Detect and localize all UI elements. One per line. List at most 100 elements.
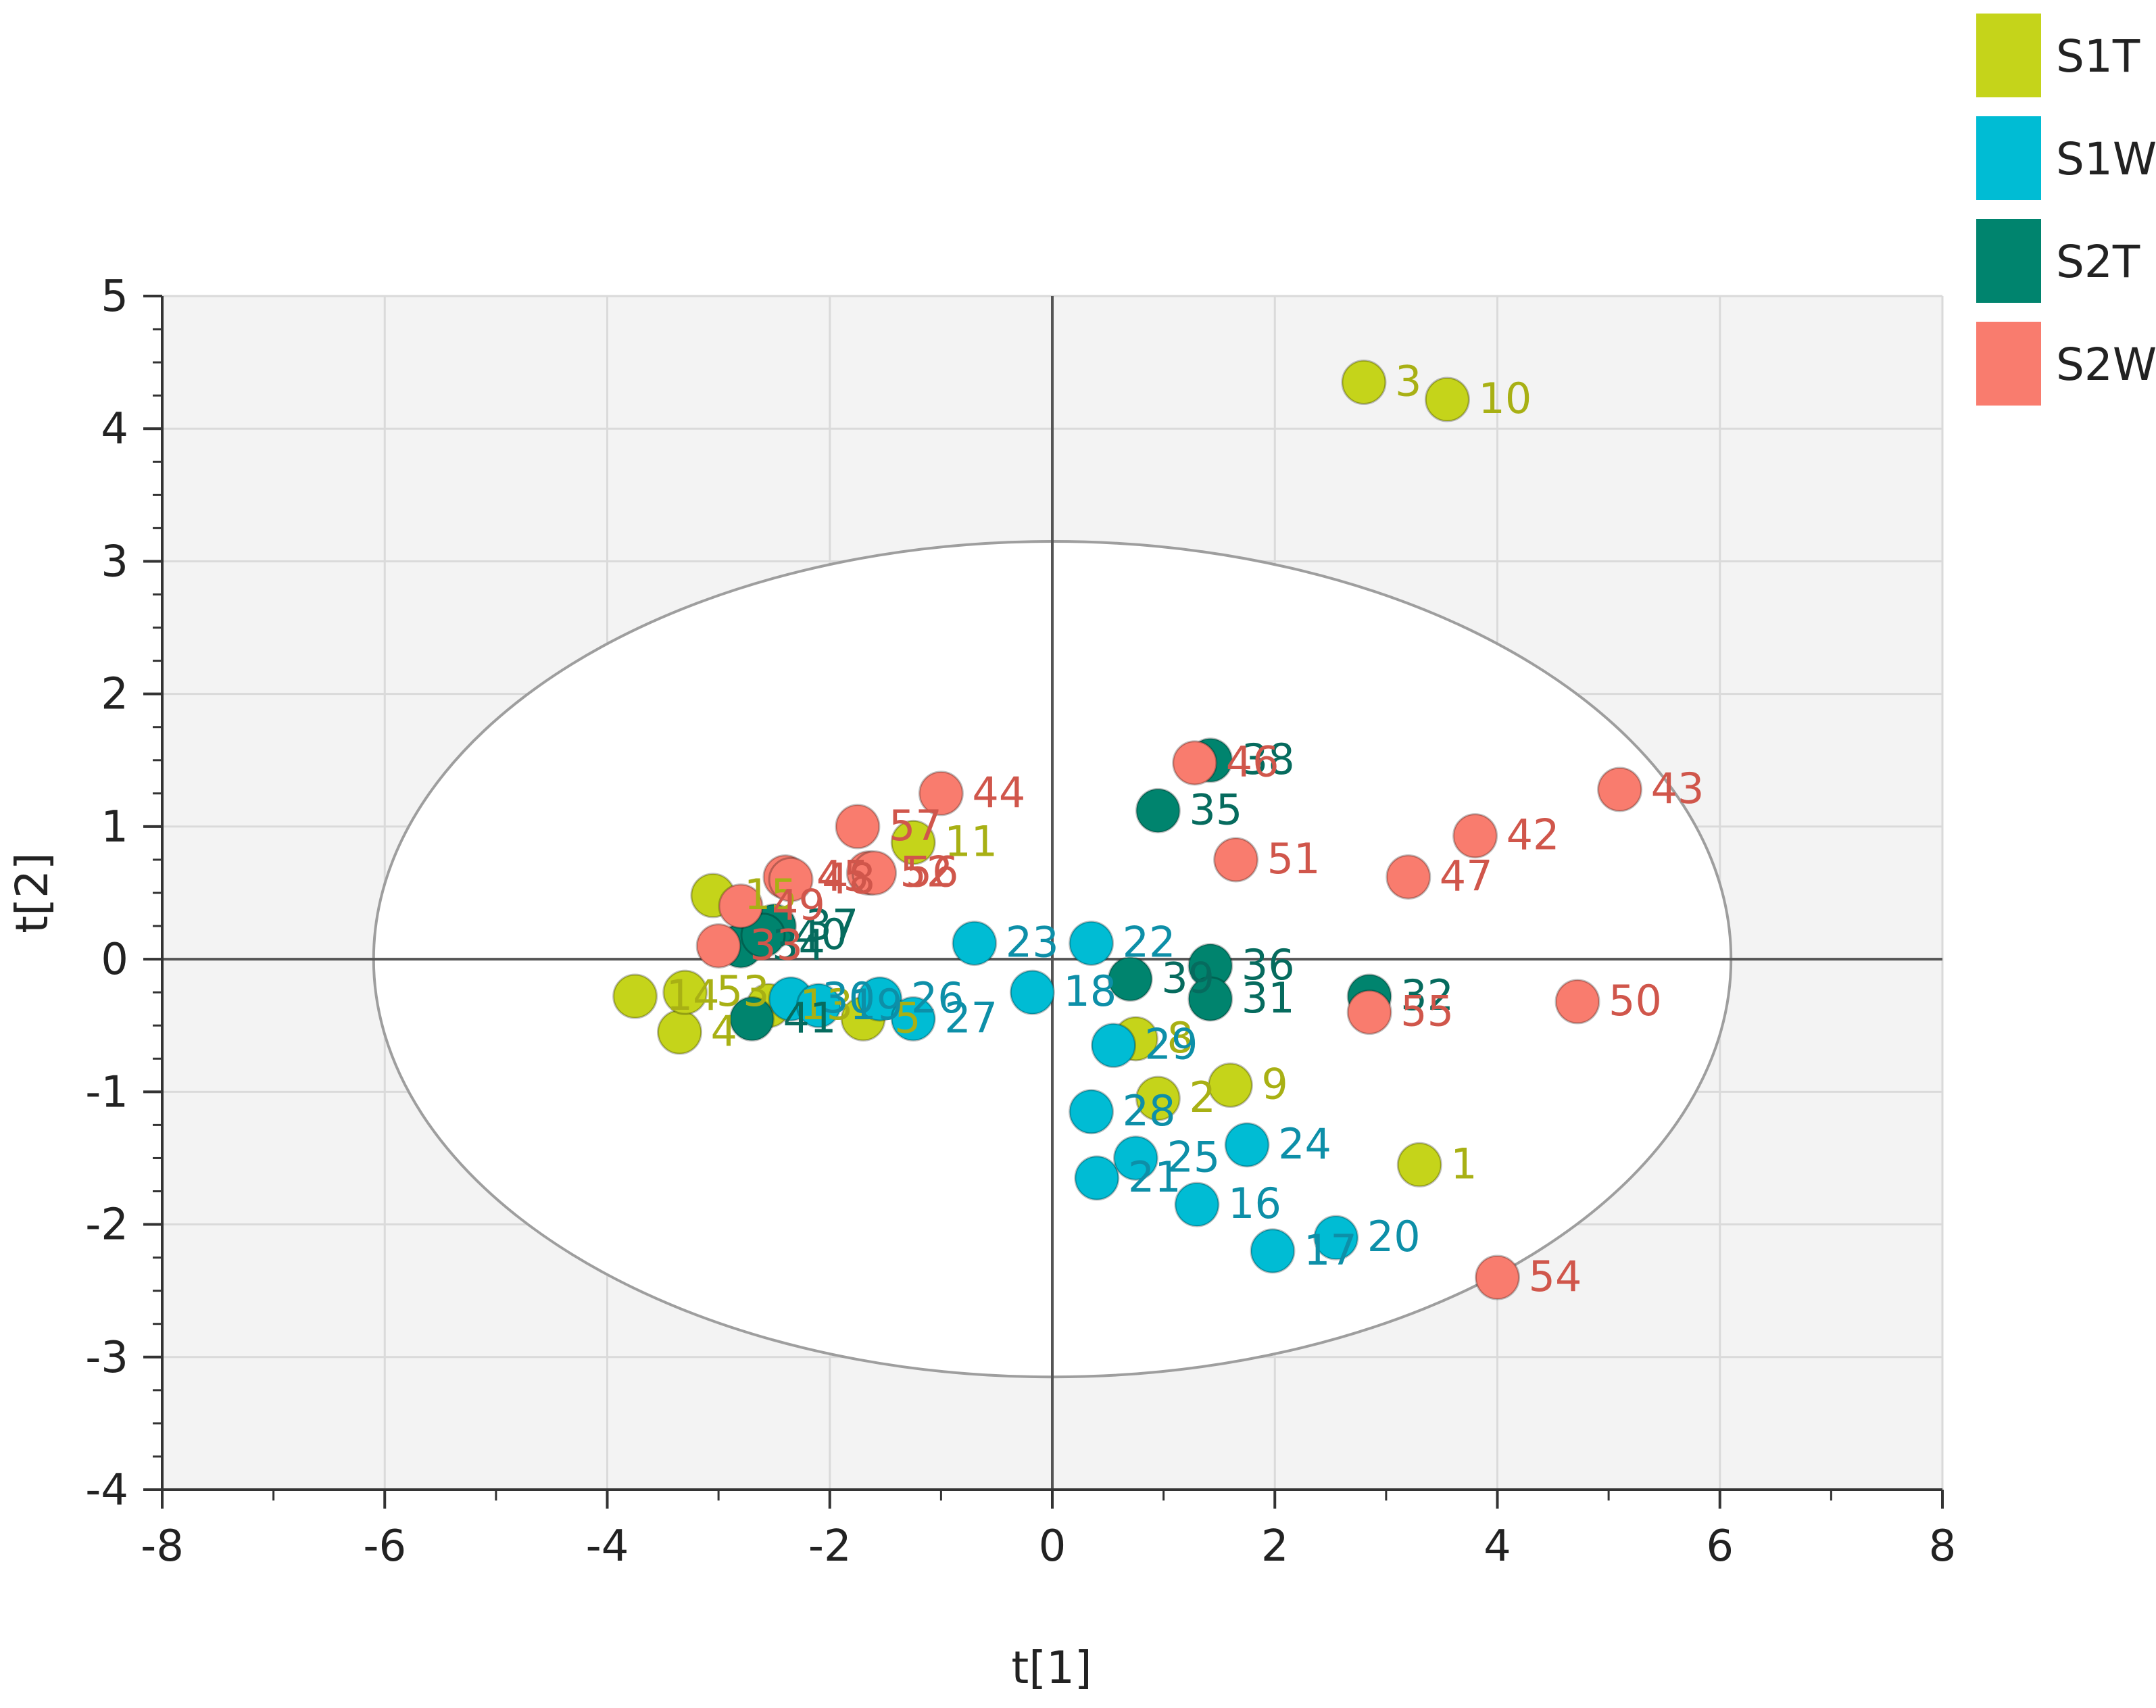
point-label: 23 bbox=[1006, 918, 1059, 967]
point-label: 43 bbox=[1651, 764, 1705, 813]
point-label: 31 bbox=[1242, 973, 1295, 1023]
point-label: 21 bbox=[1128, 1152, 1181, 1202]
data-point-s2w bbox=[695, 923, 741, 969]
legend-label: S2W bbox=[2056, 339, 2156, 391]
data-point-s1w bbox=[952, 921, 998, 967]
point-label: 41 bbox=[783, 993, 837, 1042]
data-point-s1w bbox=[1091, 1023, 1137, 1069]
y-tick-label: 4 bbox=[101, 404, 128, 454]
y-tick-label: -4 bbox=[85, 1465, 128, 1515]
data-point-s2w bbox=[1475, 1254, 1520, 1300]
point-label: 50 bbox=[1609, 976, 1662, 1025]
point-label: 47 bbox=[1440, 851, 1493, 900]
data-point-s1t bbox=[1207, 1063, 1253, 1108]
legend-swatch-s1w bbox=[1976, 116, 2041, 200]
y-tick-label: 2 bbox=[101, 670, 128, 720]
point-label: 49 bbox=[772, 881, 825, 930]
data-point-s1w bbox=[1069, 921, 1114, 967]
data-point-s2w bbox=[768, 856, 814, 902]
point-label: 20 bbox=[1367, 1212, 1421, 1261]
x-tick-label: 2 bbox=[1261, 1521, 1289, 1571]
legend-swatch-s2w bbox=[1976, 322, 2041, 406]
point-label: 53 bbox=[716, 967, 770, 1016]
point-label: 1 bbox=[1450, 1139, 1477, 1188]
data-point-s1t bbox=[1341, 360, 1387, 406]
point-label: 28 bbox=[1123, 1086, 1176, 1136]
data-point-s2w bbox=[1213, 837, 1259, 883]
axes bbox=[143, 295, 1944, 1509]
point-label: 32 bbox=[1400, 971, 1454, 1020]
point-label: 35 bbox=[1189, 785, 1242, 834]
point-label: 4 bbox=[711, 1006, 737, 1056]
legend: S1T S1W S2T S2W bbox=[1976, 14, 2156, 406]
point-label: 3 bbox=[1395, 357, 1421, 406]
y-tick-label: -3 bbox=[85, 1333, 128, 1383]
data-point-s1w bbox=[1250, 1228, 1296, 1274]
point-label: 8 bbox=[1167, 1013, 1193, 1063]
point-label: 11 bbox=[944, 816, 998, 866]
data-point-s2t bbox=[729, 996, 775, 1042]
legend-swatch-s1t bbox=[1976, 14, 2041, 97]
data-point-s2w bbox=[1386, 854, 1431, 900]
y-tick-label: -1 bbox=[85, 1067, 128, 1117]
x-tick-label: 6 bbox=[1706, 1521, 1734, 1571]
y-tick-label: 0 bbox=[101, 935, 128, 985]
legend-swatch-s2t bbox=[1976, 219, 2041, 303]
point-label: 15 bbox=[744, 870, 798, 919]
point-label: 46 bbox=[1226, 737, 1279, 787]
point-label: 9 bbox=[1261, 1060, 1288, 1109]
point-label: 16 bbox=[1228, 1179, 1281, 1228]
data-point-s2t bbox=[1135, 787, 1181, 833]
point-label: 18 bbox=[1063, 967, 1117, 1016]
point-label: 48 bbox=[822, 854, 875, 903]
legend-label: S1W bbox=[2056, 133, 2156, 185]
point-label: 36 bbox=[1242, 940, 1295, 990]
y-tick-label: 5 bbox=[101, 272, 128, 322]
point-label: 55 bbox=[1400, 987, 1454, 1036]
x-tick-label: 8 bbox=[1929, 1521, 1957, 1571]
point-label: 33 bbox=[750, 920, 803, 969]
data-point-s1w bbox=[795, 983, 841, 1029]
data-point-s1w bbox=[1009, 969, 1055, 1015]
point-label: 39 bbox=[1161, 954, 1215, 1003]
point-label: 29 bbox=[1145, 1020, 1198, 1069]
point-label: 42 bbox=[1506, 810, 1560, 860]
point-label: 37 bbox=[805, 900, 858, 950]
data-point-s1w bbox=[857, 976, 903, 1022]
point-label: 34 bbox=[772, 920, 825, 969]
data-point-s1t bbox=[612, 973, 658, 1019]
point-label: 56 bbox=[906, 848, 959, 897]
data-point-s2w bbox=[1452, 813, 1498, 859]
data-point-s1w bbox=[1112, 1135, 1158, 1181]
data-point-s1w bbox=[1174, 1181, 1220, 1227]
data-point-s2w bbox=[835, 804, 881, 850]
point-label: 14 bbox=[666, 971, 720, 1020]
data-point-s2t bbox=[740, 912, 786, 958]
x-tick-label: 0 bbox=[1039, 1521, 1067, 1571]
x-axis-title: t[1] bbox=[1011, 1642, 1092, 1694]
y-axis-title: t[2] bbox=[6, 852, 58, 933]
x-tick-label: -2 bbox=[808, 1521, 852, 1571]
data-point-s2w bbox=[1346, 990, 1392, 1035]
point-label: 13 bbox=[800, 980, 853, 1029]
data-point-s1w bbox=[890, 996, 936, 1042]
data-point-s1w bbox=[1313, 1215, 1359, 1261]
point-label: 22 bbox=[1123, 918, 1176, 967]
data-point-s2t bbox=[1107, 956, 1153, 1002]
data-point-s2w bbox=[1554, 979, 1600, 1025]
point-label: 2 bbox=[1189, 1073, 1215, 1122]
point-label: 19 bbox=[850, 980, 903, 1029]
data-point-s1t bbox=[1135, 1075, 1181, 1121]
y-tick-label: 1 bbox=[101, 802, 128, 852]
point-label: 25 bbox=[1167, 1132, 1220, 1181]
point-label: 17 bbox=[1304, 1225, 1357, 1275]
point-label: 45 bbox=[816, 851, 870, 900]
y-tick-label: -2 bbox=[85, 1200, 128, 1250]
point-label: 57 bbox=[889, 801, 942, 850]
data-point-s1w bbox=[1224, 1122, 1270, 1168]
point-label: 51 bbox=[1267, 834, 1321, 883]
data-point-s1t bbox=[1424, 376, 1470, 422]
